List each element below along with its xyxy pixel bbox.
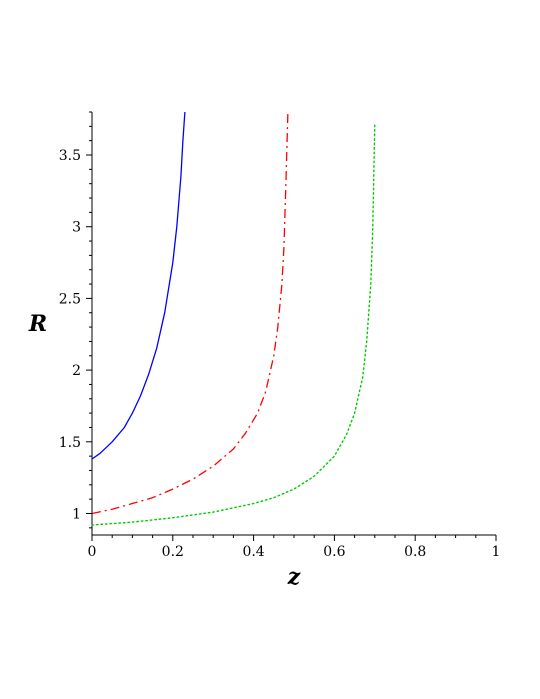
x-tick-label: 1 [492, 544, 501, 560]
chart-axes [91, 112, 496, 536]
chart-ticks: 0 0.2 0.4 0.6 0.8 1 1 1.5 2 2.5 3 3.5 [59, 111, 501, 560]
y-tick-label: 2 [72, 363, 81, 379]
y-tick-label: 1 [72, 506, 81, 522]
y-tick-label: 2.5 [59, 291, 81, 307]
x-tick-label: 0.2 [162, 544, 184, 560]
y-axis-title: R [28, 311, 47, 337]
series-line-2 [91, 111, 289, 515]
y-tick-label: 3.5 [59, 148, 81, 164]
x-tick-label: 0 [88, 544, 97, 560]
y-tick-label: 1.5 [59, 435, 81, 451]
chart-series [91, 111, 376, 526]
x-tick-label: 0.4 [242, 544, 264, 560]
x-tick-label: 0.8 [404, 544, 426, 560]
series-line-3 [91, 122, 376, 526]
x-tick-label: 0.6 [323, 544, 345, 560]
series-line-1 [91, 111, 186, 460]
y-tick-label: 3 [72, 220, 81, 236]
x-axis-title: z [287, 564, 301, 590]
